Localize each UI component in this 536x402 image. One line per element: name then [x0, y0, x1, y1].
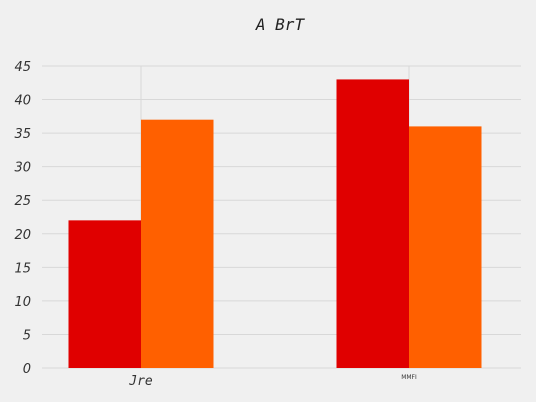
y-tick-label: 5: [23, 328, 31, 343]
bar-mmfi-series-2: [409, 126, 482, 369]
x-tick-label: Jre: [128, 374, 153, 389]
y-tick-label: 0: [23, 362, 31, 377]
bars: [68, 79, 482, 369]
y-tick-label: 15: [14, 261, 31, 276]
y-tick-label: 35: [14, 127, 31, 142]
y-tick-label: 30: [14, 161, 31, 176]
bar-jre-series-1: [68, 220, 141, 368]
y-tick-label: 40: [14, 94, 31, 109]
y-tick-label: 45: [14, 60, 31, 75]
y-tick-label: 20: [14, 228, 31, 243]
y-tick-label: 10: [14, 295, 31, 310]
chart-title: A BrT: [255, 15, 306, 34]
y-tick-label: 25: [14, 194, 31, 209]
x-tick-label: MMFI: [401, 374, 417, 381]
x-axis-ticks: Jre MMFI: [128, 374, 417, 389]
bar-jre-series-2: [141, 119, 214, 368]
bar-mmfi-series-1: [336, 79, 409, 368]
y-axis-ticks: 0 5 10 15 20 25 30 35 40 45: [14, 60, 31, 377]
